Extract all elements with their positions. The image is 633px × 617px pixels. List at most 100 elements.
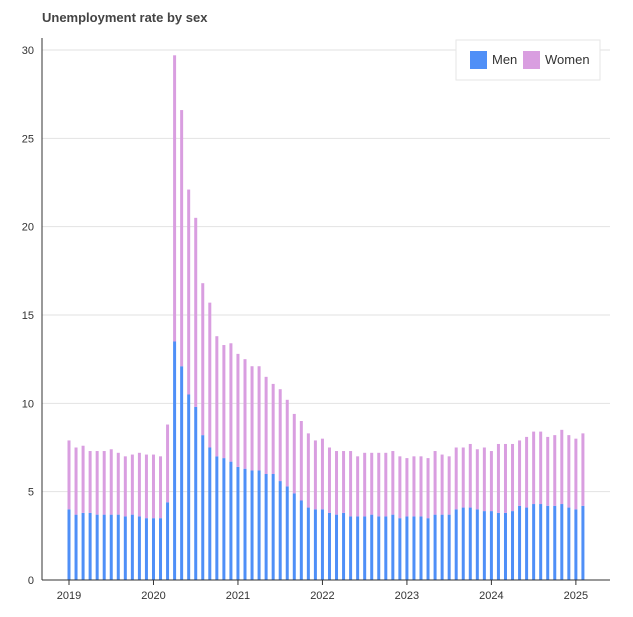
bar-men (159, 518, 163, 580)
bar-men (384, 516, 388, 580)
bar-women (88, 451, 92, 513)
y-tick-label: 15 (22, 310, 34, 322)
bar-women (356, 456, 360, 517)
bar-women (74, 447, 78, 515)
bar-women (102, 451, 106, 515)
bar-women (391, 451, 395, 515)
bar-men (173, 341, 177, 580)
bar-men (525, 507, 529, 580)
y-tick-label: 20 (22, 222, 34, 234)
bar-men (574, 509, 578, 580)
bar-women (67, 440, 71, 510)
bar-women (292, 413, 296, 494)
bar-men (137, 516, 141, 580)
bar-men (405, 516, 409, 580)
bar-men (433, 514, 437, 580)
bar-men (123, 516, 127, 580)
bar-women (278, 389, 282, 482)
bar-men (264, 474, 268, 580)
bar-women (320, 438, 324, 510)
bar-men (81, 512, 85, 580)
bar-women (116, 452, 120, 515)
bar-women (454, 447, 458, 510)
bar-women (243, 359, 247, 469)
bar-women (482, 447, 486, 512)
bar-women (123, 456, 127, 517)
bar-women (433, 451, 437, 515)
legend-item-men-swatch (470, 51, 487, 69)
x-tick-label: 2022 (310, 590, 334, 602)
bar-women (299, 421, 303, 501)
bar-women (222, 345, 226, 459)
bar-men (377, 516, 381, 580)
bar-women (306, 433, 310, 508)
legend-item-women-label: Women (545, 52, 590, 67)
bar-women (285, 399, 289, 487)
bar-men (250, 470, 254, 580)
bar-men (447, 514, 451, 580)
bar-women (215, 336, 219, 457)
bar-women (377, 452, 381, 517)
bar-women (363, 452, 367, 517)
bar-women (271, 383, 275, 474)
x-tick-label: 2021 (226, 590, 250, 602)
legend-item-men-label: Men (492, 52, 517, 67)
x-tick-label: 2019 (57, 590, 81, 602)
bar-men (539, 504, 543, 580)
bar-women (236, 353, 240, 467)
bar-women (229, 343, 233, 462)
bar-men (546, 505, 550, 580)
bars-layer (67, 55, 585, 580)
bar-men (567, 507, 571, 580)
bar-men (511, 511, 515, 580)
legend[interactable]: Men Women (455, 39, 601, 81)
bar-men (327, 512, 331, 580)
bar-women (342, 451, 346, 513)
bar-men (335, 514, 339, 580)
bar-women (257, 366, 261, 471)
bar-women (151, 454, 155, 519)
bar-women (447, 456, 451, 515)
y-tick-label: 30 (22, 45, 34, 57)
bar-men (532, 504, 536, 580)
bar-women (419, 456, 423, 517)
bar-women (173, 55, 177, 342)
bar-men (257, 470, 261, 580)
bar-men (229, 461, 233, 580)
bar-men (356, 516, 360, 580)
bar-men (180, 366, 184, 580)
bar-men (306, 507, 310, 580)
bar-women (250, 366, 254, 471)
bar-men (95, 514, 99, 580)
bar-men (560, 504, 564, 580)
bar-men (144, 518, 148, 580)
y-tick-label: 0 (28, 575, 34, 587)
bar-men (391, 514, 395, 580)
bar-men (363, 516, 367, 580)
bar-men (201, 435, 205, 580)
y-tick-label: 5 (28, 487, 34, 499)
bar-men (503, 512, 507, 580)
bar-men (553, 505, 557, 580)
bar-men (581, 505, 585, 580)
bar-men (116, 514, 120, 580)
bar-men (222, 458, 226, 580)
bar-men (349, 516, 353, 580)
x-tick-label: 2025 (564, 590, 588, 602)
bar-men (194, 406, 198, 580)
bar-women (187, 189, 191, 395)
bar-women (137, 452, 141, 517)
bar-men (292, 493, 296, 580)
bar-men (342, 512, 346, 580)
y-tick-label: 10 (22, 398, 34, 410)
bar-men (482, 511, 486, 580)
bar-men (412, 516, 416, 580)
bar-men (518, 505, 522, 580)
bar-women (532, 431, 536, 505)
legend-item-women-swatch (523, 51, 540, 69)
bar-women (144, 454, 148, 519)
bar-men (208, 447, 212, 580)
bar-men (166, 502, 170, 580)
bar-men (475, 509, 479, 580)
bar-women (398, 456, 402, 519)
